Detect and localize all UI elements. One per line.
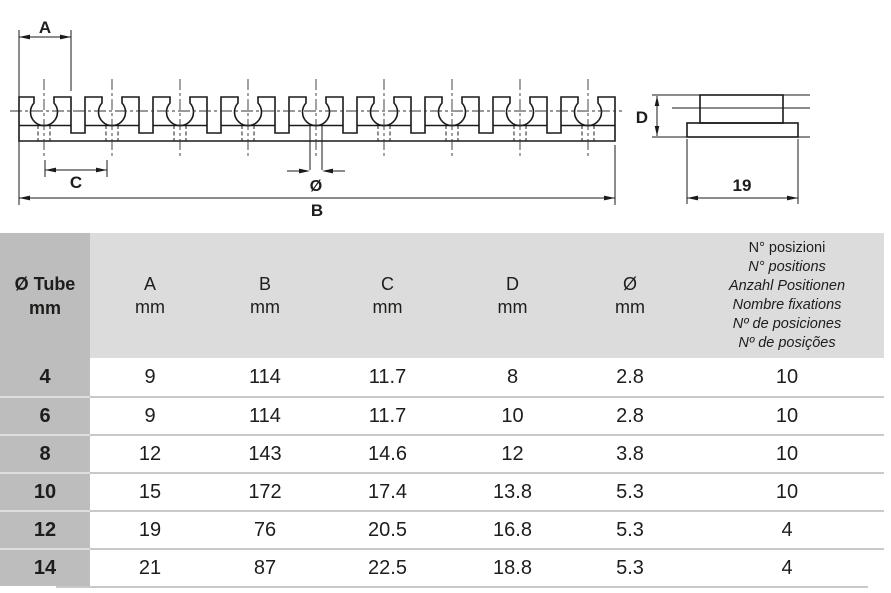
cell-a: 12 — [90, 434, 210, 472]
dim-c: C — [44, 160, 108, 192]
end-view: D 19 — [636, 94, 810, 204]
cell-a: 9 — [90, 396, 210, 434]
cell-diameter: 2.8 — [570, 396, 690, 434]
table-row: 10 15 172 17.4 13.8 5.3 10 — [0, 472, 884, 510]
cell-b: 87 — [210, 548, 320, 586]
dim-label-d: D — [636, 108, 648, 127]
cell-c: 14.6 — [320, 434, 455, 472]
hole-hidden-lines — [37, 125, 595, 141]
table-row: 14 21 87 22.5 18.8 5.3 4 — [0, 548, 884, 586]
cell-positions: 10 — [690, 434, 884, 472]
cell-tube: 4 — [0, 358, 90, 396]
cell-positions: 4 — [690, 510, 884, 548]
dim-19: 19 — [686, 139, 799, 204]
dim-label-c: C — [70, 173, 82, 192]
cell-d: 16.8 — [455, 510, 570, 548]
table-row: 4 9 114 11.7 8 2.8 10 — [0, 358, 884, 396]
table-row: 8 12 143 14.6 12 3.8 10 — [0, 434, 884, 472]
cell-d: 12 — [455, 434, 570, 472]
dim-label-diameter: Ø — [310, 178, 322, 195]
table-bottom-rule — [56, 586, 868, 588]
header-positions: N° posizioni N° positions Anzahl Positio… — [690, 233, 884, 358]
slot-centerlines — [43, 79, 589, 158]
cell-c: 11.7 — [320, 358, 455, 396]
header-tube-diameter: Ø Tube mm — [0, 233, 90, 358]
cell-positions: 4 — [690, 548, 884, 586]
dim-label-b: B — [311, 201, 323, 220]
table-row: 6 9 114 11.7 10 2.8 10 — [0, 396, 884, 434]
cell-c: 17.4 — [320, 472, 455, 510]
cell-c: 20.5 — [320, 510, 455, 548]
cell-diameter: 5.3 — [570, 548, 690, 586]
cell-b: 114 — [210, 396, 320, 434]
dim-diameter: Ø — [287, 125, 345, 195]
cell-tube: 12 — [0, 510, 90, 548]
cell-c: 11.7 — [320, 396, 455, 434]
cell-a: 15 — [90, 472, 210, 510]
side-view: A C Ø — [10, 18, 622, 220]
cell-tube: 14 — [0, 548, 90, 586]
cell-d: 13.8 — [455, 472, 570, 510]
dim-d: D — [636, 96, 660, 136]
cell-b: 76 — [210, 510, 320, 548]
cell-tube: 10 — [0, 472, 90, 510]
dim-label-a: A — [39, 18, 51, 37]
cell-positions: 10 — [690, 472, 884, 510]
cell-a: 9 — [90, 358, 210, 396]
cell-d: 18.8 — [455, 548, 570, 586]
cell-tube: 6 — [0, 396, 90, 434]
spec-table: Ø Tube mm A mm B mm C mm D mm Ø mm — [0, 233, 884, 588]
header-col-diameter: Ø mm — [570, 233, 690, 358]
cell-diameter: 5.3 — [570, 472, 690, 510]
table-header-row: Ø Tube mm A mm B mm C mm D mm Ø mm — [0, 233, 884, 358]
cell-b: 172 — [210, 472, 320, 510]
cell-b: 114 — [210, 358, 320, 396]
table-row: 12 19 76 20.5 16.8 5.3 4 — [0, 510, 884, 548]
header-tube-line2: mm — [28, 297, 61, 318]
cell-c: 22.5 — [320, 548, 455, 586]
dim-label-base-width: 19 — [733, 176, 752, 195]
cell-positions: 10 — [690, 396, 884, 434]
header-col-d: D mm — [455, 233, 570, 358]
header-col-a: A mm — [90, 233, 210, 358]
header-tube-line1: Ø Tube — [14, 273, 76, 294]
cell-tube: 8 — [0, 434, 90, 472]
dim-a: A — [18, 18, 72, 205]
cell-a: 21 — [90, 548, 210, 586]
header-col-b: B mm — [210, 233, 320, 358]
cell-d: 8 — [455, 358, 570, 396]
cell-diameter: 5.3 — [570, 510, 690, 548]
technical-drawing: A C Ø — [10, 18, 810, 220]
header-col-c: C mm — [320, 233, 455, 358]
base-plate — [686, 122, 799, 138]
cell-d: 10 — [455, 396, 570, 434]
cell-diameter: 3.8 — [570, 434, 690, 472]
cell-positions: 10 — [690, 358, 884, 396]
cell-a: 19 — [90, 510, 210, 548]
cell-b: 143 — [210, 434, 320, 472]
dim-b: B — [19, 145, 616, 220]
cell-diameter: 2.8 — [570, 358, 690, 396]
clamp-block — [699, 94, 784, 124]
